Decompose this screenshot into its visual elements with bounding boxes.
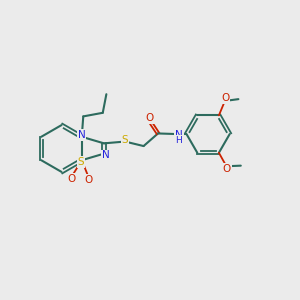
Text: O: O [221,93,230,103]
Text: H: H [176,136,182,145]
Text: S: S [122,135,128,145]
Text: S: S [78,157,85,167]
Text: O: O [146,113,154,123]
Text: N: N [78,130,85,140]
Text: N: N [175,130,183,140]
Text: N: N [102,150,110,161]
Text: O: O [68,174,76,184]
Text: O: O [223,164,231,174]
Text: O: O [85,175,93,185]
